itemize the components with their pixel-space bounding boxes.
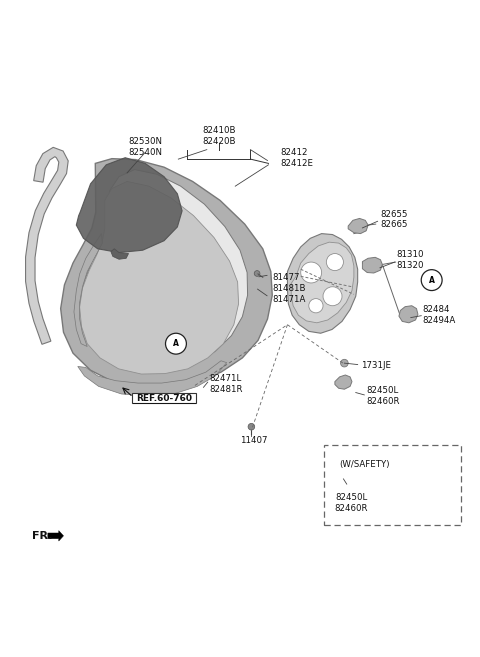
Circle shape bbox=[301, 262, 322, 283]
Polygon shape bbox=[399, 306, 418, 323]
Polygon shape bbox=[337, 474, 356, 491]
FancyBboxPatch shape bbox=[324, 445, 461, 526]
Polygon shape bbox=[25, 147, 68, 344]
Text: 81481B
81471A: 81481B 81471A bbox=[272, 284, 306, 304]
Polygon shape bbox=[291, 242, 354, 323]
Text: 82530N
82540N: 82530N 82540N bbox=[129, 137, 163, 157]
Circle shape bbox=[254, 271, 260, 277]
Polygon shape bbox=[78, 361, 227, 396]
Text: 82471L
82481R: 82471L 82481R bbox=[209, 374, 243, 394]
Polygon shape bbox=[335, 375, 352, 389]
Text: 82412
82412E: 82412 82412E bbox=[280, 148, 313, 168]
Text: A: A bbox=[429, 275, 434, 284]
Text: 81477: 81477 bbox=[272, 273, 300, 283]
Text: 82450L
82460R: 82450L 82460R bbox=[335, 493, 368, 513]
Text: (W/SAFETY): (W/SAFETY) bbox=[340, 460, 390, 469]
Text: 82450L
82460R: 82450L 82460R bbox=[366, 386, 400, 406]
Polygon shape bbox=[81, 170, 248, 369]
Text: REF.60-760: REF.60-760 bbox=[137, 394, 192, 403]
Text: 82410B
82420B: 82410B 82420B bbox=[202, 127, 235, 147]
Polygon shape bbox=[288, 234, 358, 333]
Circle shape bbox=[166, 333, 186, 354]
Polygon shape bbox=[111, 249, 129, 260]
Polygon shape bbox=[60, 158, 272, 388]
Circle shape bbox=[248, 423, 255, 430]
Text: 1731JE: 1731JE bbox=[361, 361, 392, 369]
Polygon shape bbox=[362, 258, 383, 273]
Circle shape bbox=[421, 269, 442, 290]
Polygon shape bbox=[74, 234, 102, 346]
Text: 82655
82665: 82655 82665 bbox=[380, 210, 408, 229]
Circle shape bbox=[326, 254, 343, 271]
Text: A: A bbox=[173, 339, 179, 348]
Bar bbox=[132, 394, 196, 403]
Circle shape bbox=[341, 359, 348, 367]
Polygon shape bbox=[80, 181, 239, 374]
Circle shape bbox=[323, 286, 342, 306]
Polygon shape bbox=[76, 158, 182, 252]
Text: 82484
82494A: 82484 82494A bbox=[423, 306, 456, 325]
Text: 11407: 11407 bbox=[240, 436, 267, 445]
Circle shape bbox=[309, 299, 323, 313]
Polygon shape bbox=[348, 218, 368, 234]
Text: FR.: FR. bbox=[32, 531, 53, 541]
Text: 81310
81320: 81310 81320 bbox=[396, 250, 424, 270]
Polygon shape bbox=[48, 531, 63, 541]
